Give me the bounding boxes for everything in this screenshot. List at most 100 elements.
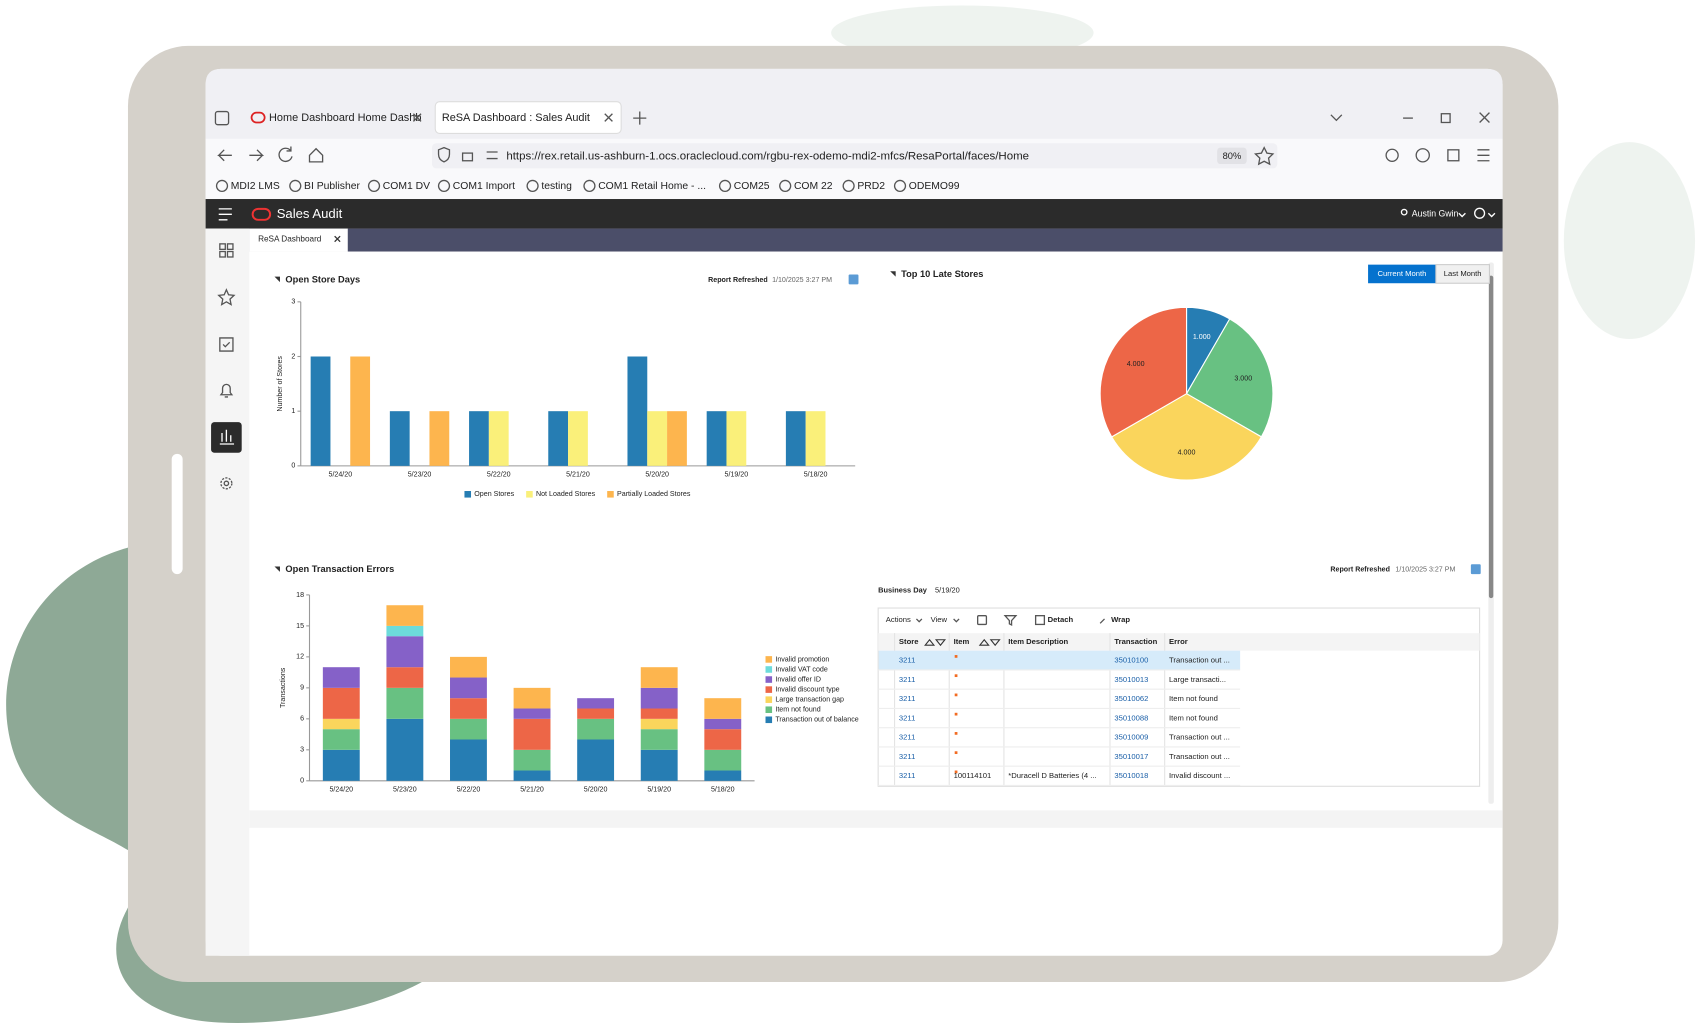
new-tab[interactable]	[633, 111, 647, 125]
app-tab[interactable]	[249, 228, 348, 252]
bookmark-globe[interactable]	[437, 179, 451, 193]
nav-reports-icon[interactable]	[219, 429, 235, 445]
app-tab-label[interactable]: ReSA Dashboard	[258, 235, 322, 244]
sort-icon[interactable]	[978, 638, 1001, 647]
zoom[interactable]: 80%	[1223, 151, 1242, 161]
bookmark[interactable]: testing	[541, 181, 572, 192]
nav-dashboard[interactable]	[219, 243, 234, 258]
wrap-icon[interactable]	[1099, 618, 1105, 624]
bookmark-globe[interactable]	[583, 179, 596, 193]
bookmark-star[interactable]	[1254, 146, 1275, 166]
bookmark-globe[interactable]	[367, 179, 381, 193]
bookmark[interactable]: ODEMO99	[909, 181, 960, 192]
home[interactable]	[308, 147, 324, 163]
tab-list[interactable]	[1330, 114, 1343, 122]
column-header[interactable]: Error	[1169, 637, 1188, 646]
bookmark[interactable]: COM25	[734, 181, 770, 192]
toggle-button-active[interactable]	[1368, 264, 1436, 284]
app-tab-close[interactable]	[334, 235, 341, 243]
bookmark[interactable]: COM1 Retail Home - ...	[598, 181, 706, 192]
table-cell[interactable]: 3211	[899, 713, 915, 722]
table-cell[interactable]: 35010009	[1114, 733, 1148, 742]
freeze-icon[interactable]	[977, 615, 988, 626]
scroll-thumb[interactable]	[1488, 275, 1494, 599]
user-caret[interactable]	[1458, 212, 1466, 218]
column-header[interactable]: Item Description	[1008, 637, 1068, 646]
table-cell[interactable]: 3211	[899, 771, 915, 780]
tab-title[interactable]: Home Dashboard Home Dashb	[269, 112, 421, 124]
menu[interactable]	[1477, 149, 1490, 162]
table-cell[interactable]: 35010017	[1114, 752, 1148, 761]
help-caret[interactable]	[1487, 212, 1496, 218]
column-header[interactable]: Item	[954, 637, 970, 646]
nav-settings-core[interactable]	[223, 480, 230, 487]
nav-tasks[interactable]	[219, 337, 234, 352]
bookmark[interactable]: MDI2 LMS	[231, 181, 280, 192]
bookmark-globe[interactable]	[893, 179, 907, 193]
collapse-toggle[interactable]	[274, 566, 280, 572]
close-window[interactable]	[1479, 112, 1490, 123]
lock[interactable]	[461, 152, 474, 162]
url[interactable]: https://rex.retail.us-ashburn-1.ocs.orac…	[506, 150, 1029, 162]
button-label[interactable]: Current Month	[1378, 269, 1427, 278]
bookmark-globe[interactable]	[779, 179, 792, 193]
table-cell[interactable]: 35010100	[1114, 656, 1148, 665]
refresh-icon[interactable]	[1470, 564, 1481, 575]
restore[interactable]	[1440, 113, 1451, 124]
collapse-toggle[interactable]	[274, 276, 280, 283]
forward[interactable]	[249, 149, 265, 162]
hamburger[interactable]	[218, 208, 232, 221]
nav-favorites[interactable]	[217, 288, 236, 306]
bookmark[interactable]: COM 22	[794, 181, 833, 192]
bookmark[interactable]: COM1 Import	[453, 181, 515, 192]
tab-title[interactable]: ReSA Dashboard : Sales Audit	[442, 112, 590, 124]
tab-close[interactable]	[412, 113, 422, 122]
caret[interactable]	[953, 618, 960, 623]
column-header[interactable]: Transaction	[1114, 637, 1157, 646]
bookmark-globe[interactable]	[526, 179, 539, 193]
user-name[interactable]: Austin Gwin	[1412, 209, 1459, 219]
button-label[interactable]: Last Month	[1444, 269, 1482, 278]
help-icon[interactable]	[1474, 207, 1486, 219]
toolbar-detach[interactable]: Detach	[1048, 615, 1074, 624]
shield[interactable]	[437, 146, 451, 163]
bookmark-globe[interactable]	[215, 179, 229, 193]
table-cell[interactable]: 3211	[899, 675, 915, 684]
refresh-icon[interactable]	[848, 274, 859, 285]
table-cell[interactable]: 3211	[899, 733, 915, 742]
active-tab[interactable]	[434, 101, 622, 134]
caret[interactable]	[915, 618, 923, 623]
extensions[interactable]	[1447, 149, 1460, 162]
toggle-button[interactable]	[1435, 264, 1491, 284]
account[interactable]	[1415, 148, 1430, 163]
bookmark-globe[interactable]	[718, 179, 732, 193]
nav-settings[interactable]	[220, 477, 233, 490]
bookmark-globe[interactable]	[289, 179, 302, 193]
reload[interactable]	[278, 146, 293, 163]
table-cell[interactable]: 3211	[899, 656, 915, 665]
bookmark[interactable]: BI Publisher	[304, 181, 360, 192]
column-header[interactable]: Store	[899, 637, 919, 646]
toolbar-wrap[interactable]: Wrap	[1111, 615, 1130, 624]
bookmark[interactable]: PRD2	[857, 181, 885, 192]
back[interactable]	[217, 149, 232, 162]
bookmark-globe[interactable]	[842, 179, 855, 193]
table-cell[interactable]: 35010013	[1114, 675, 1148, 684]
table-cell[interactable]: 35010088	[1114, 713, 1148, 722]
detach-icon[interactable]	[1034, 615, 1046, 626]
nav-notifications[interactable]	[219, 383, 234, 398]
filter-icon[interactable]	[1003, 615, 1018, 627]
permissions[interactable]	[486, 151, 498, 160]
pocket[interactable]	[1385, 148, 1399, 162]
table-cell[interactable]: 35010018	[1114, 771, 1148, 780]
url-bar[interactable]	[431, 143, 1278, 169]
toolbar-actions[interactable]: Actions	[886, 615, 911, 624]
table-cell[interactable]: 3211	[899, 752, 915, 761]
table-cell[interactable]: 3211	[899, 694, 915, 703]
bookmark[interactable]: COM1 DV	[383, 181, 430, 192]
zoom-badge[interactable]	[1217, 147, 1247, 165]
toolbar-view[interactable]: View	[931, 615, 948, 624]
sort-icon[interactable]	[924, 638, 946, 647]
tab-close[interactable]	[604, 113, 613, 122]
table-cell[interactable]: 35010062	[1114, 694, 1148, 703]
